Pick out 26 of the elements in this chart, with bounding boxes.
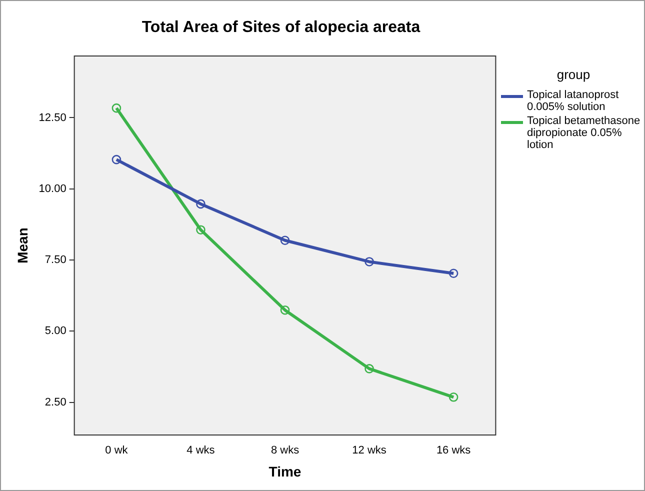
- point: [364, 257, 374, 266]
- x-tick-label: 12 wks: [352, 444, 387, 457]
- point: [448, 268, 458, 278]
- point: [364, 364, 374, 374]
- x-axis-title: Time: [268, 463, 302, 480]
- legend-label: Topical betamethasone dipropionate 0.05% lotion: [527, 115, 642, 151]
- point: [280, 305, 290, 315]
- y-tick-label: 5.00: [44, 325, 66, 338]
- x-tick-label: 0 wk: [105, 444, 128, 457]
- point: [112, 154, 122, 164]
- point: [112, 103, 122, 113]
- point: [448, 392, 458, 402]
- x-tick-label: 4 wks: [186, 444, 216, 457]
- point: [196, 199, 206, 209]
- point: [280, 236, 290, 246]
- y-tick-label: 7.50: [44, 254, 66, 266]
- y-tick-label: 12.50: [38, 112, 66, 124]
- legend-label: Topical latanoprost 0.005% solution: [527, 89, 620, 113]
- legend-title: group: [556, 67, 592, 82]
- x-tick-label: 16 wks: [436, 444, 472, 457]
- y-tick-label: 2.50: [44, 396, 66, 408]
- y-axis-title: Mean: [14, 228, 30, 264]
- x-tick-label: 8 wks: [270, 444, 300, 457]
- chart-title: Total Area of Sites of alopecia areata: [140, 19, 422, 37]
- point: [196, 225, 206, 234]
- y-tick-label: 10.00: [38, 182, 66, 195]
